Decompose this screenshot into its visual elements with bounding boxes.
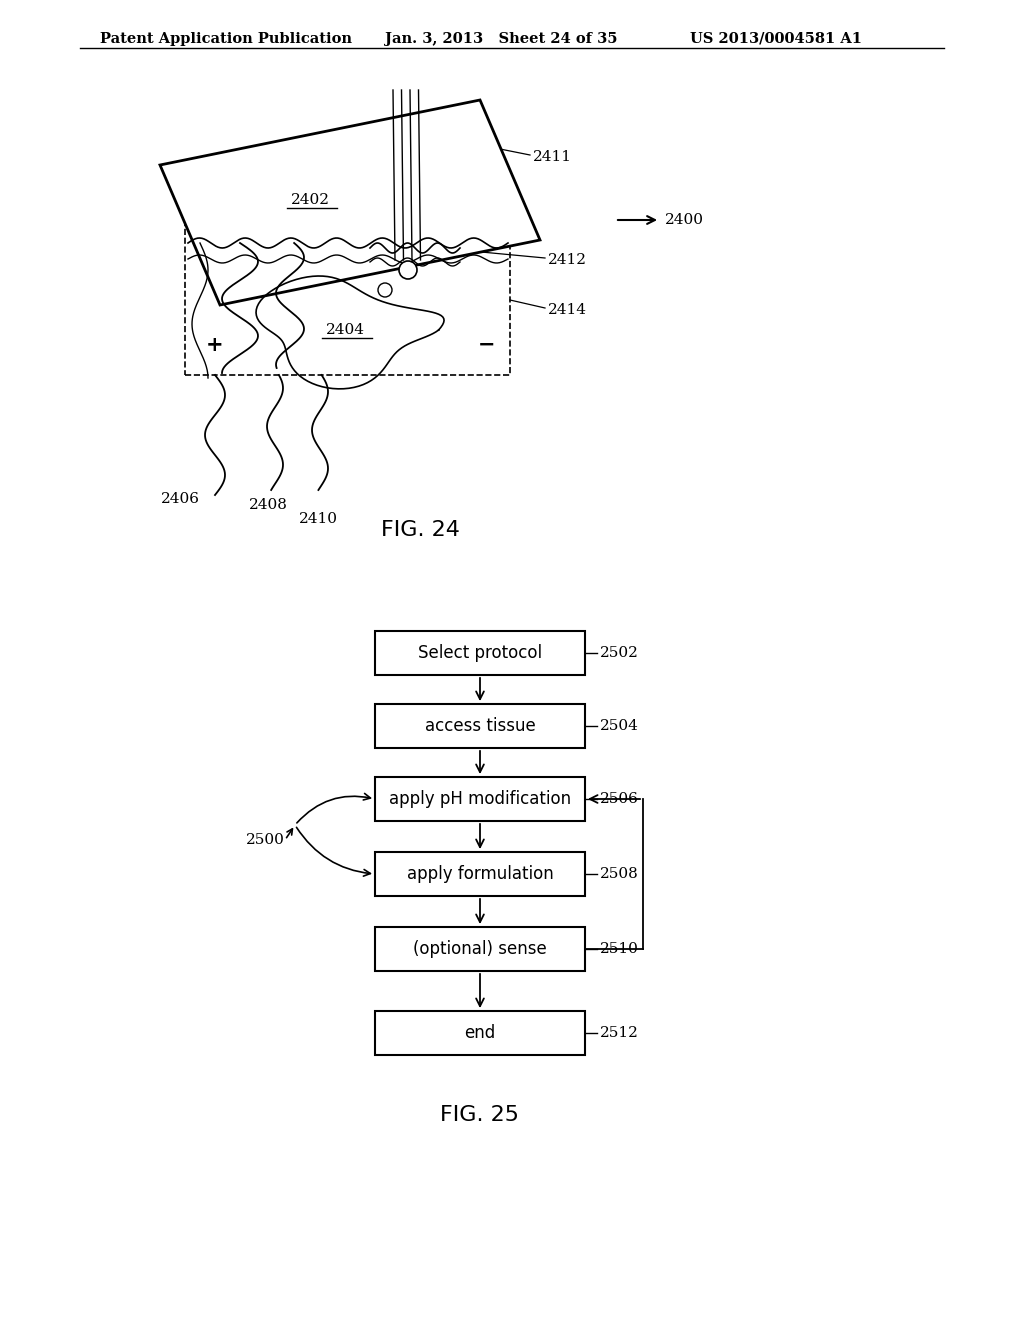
Text: 2410: 2410 (299, 512, 338, 525)
Text: 2406: 2406 (161, 492, 200, 506)
Text: access tissue: access tissue (425, 717, 536, 735)
Text: 2510: 2510 (600, 942, 639, 956)
Text: 2506: 2506 (600, 792, 639, 807)
Bar (185, 224, 510, 375)
Text: FIG. 24: FIG. 24 (381, 520, 460, 540)
Text: 2400: 2400 (665, 213, 705, 227)
Circle shape (399, 261, 417, 279)
Text: 2402: 2402 (291, 193, 330, 207)
Bar (375, 927, 585, 972)
Text: 2414: 2414 (548, 304, 587, 317)
Bar (375, 1011, 585, 1055)
Text: 2512: 2512 (600, 1026, 639, 1040)
Text: Select protocol: Select protocol (418, 644, 542, 663)
Text: +: + (206, 335, 224, 355)
Bar (375, 777, 585, 821)
Text: apply formulation: apply formulation (407, 865, 553, 883)
Text: FIG. 25: FIG. 25 (440, 1105, 519, 1125)
Text: 2404: 2404 (326, 323, 365, 337)
Bar (375, 851, 585, 896)
Text: apply pH modification: apply pH modification (389, 789, 571, 808)
Text: US 2013/0004581 A1: US 2013/0004581 A1 (690, 32, 862, 46)
Text: 2500: 2500 (246, 833, 285, 847)
Text: end: end (464, 1024, 496, 1041)
Bar (375, 631, 585, 675)
Text: Jan. 3, 2013   Sheet 24 of 35: Jan. 3, 2013 Sheet 24 of 35 (385, 32, 617, 46)
Polygon shape (160, 100, 540, 305)
Text: (optional) sense: (optional) sense (413, 940, 547, 958)
Bar (375, 704, 585, 748)
Text: 2412: 2412 (548, 253, 587, 267)
Text: −: − (478, 335, 496, 355)
Text: 2502: 2502 (600, 645, 639, 660)
Text: 2411: 2411 (534, 150, 572, 164)
Text: 2408: 2408 (249, 498, 288, 512)
Circle shape (378, 282, 392, 297)
Text: 2508: 2508 (600, 867, 639, 880)
Text: Patent Application Publication: Patent Application Publication (100, 32, 352, 46)
Text: 2504: 2504 (600, 719, 639, 733)
